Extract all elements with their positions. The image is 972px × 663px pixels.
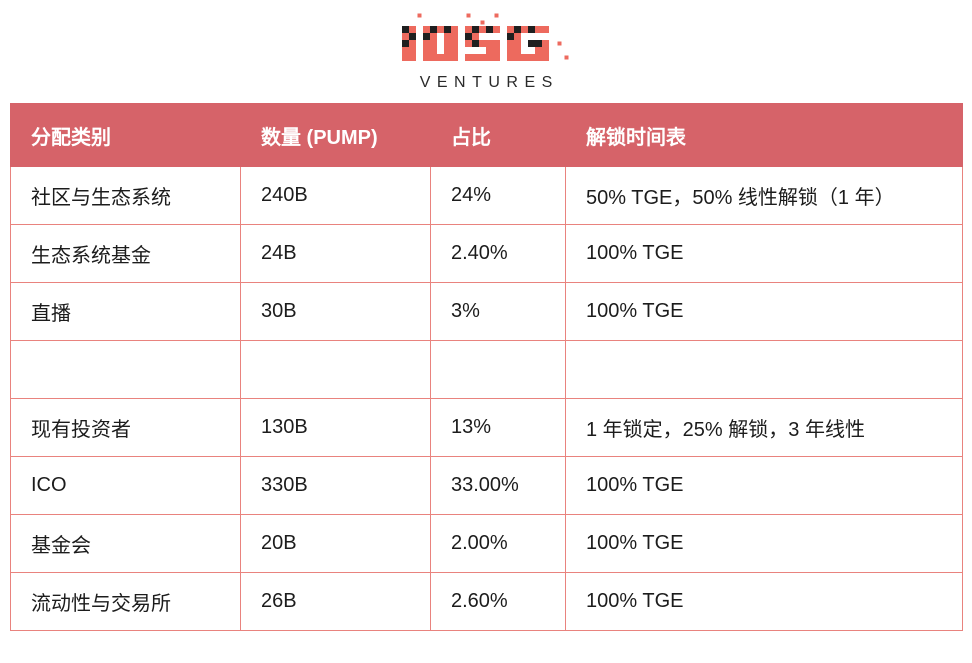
- column-header-3: 解锁时间表: [565, 103, 963, 167]
- table-row-3: [10, 340, 963, 399]
- table-cell: 生态系统基金: [10, 224, 241, 283]
- table-cell: 24%: [430, 166, 566, 225]
- table-cell: 26B: [240, 572, 431, 631]
- table-cell: 100% TGE: [565, 282, 963, 341]
- table-cell: [10, 340, 241, 399]
- table-row-7: 流动性与交易所 26B 2.60% 100% TGE: [10, 572, 963, 631]
- table-row-5: ICO 330B 33.00% 100% TGE: [10, 456, 963, 515]
- table-cell: 1 年锁定，25% 解锁，3 年线性: [565, 398, 963, 457]
- table-cell: 直播: [10, 282, 241, 341]
- table-cell: 30B: [240, 282, 431, 341]
- table-header-row: 分配类别 数量 (PUMP) 占比 解锁时间表: [10, 103, 963, 167]
- column-header-2: 占比: [430, 103, 566, 167]
- table-cell: 240B: [240, 166, 431, 225]
- table-cell: 20B: [240, 514, 431, 573]
- table-cell: [565, 340, 963, 399]
- logo-ventures-text: VENTURES: [419, 74, 559, 91]
- table-cell: 2.60%: [430, 572, 566, 631]
- table-cell: 13%: [430, 398, 566, 457]
- table-cell: 100% TGE: [565, 456, 963, 515]
- table-cell: 2.00%: [430, 514, 566, 573]
- table-row-0: 社区与生态系统 240B 24% 50% TGE，50% 线性解锁（1 年）: [10, 166, 963, 225]
- table-row-6: 基金会 20B 2.00% 100% TGE: [10, 514, 963, 573]
- table-row-2: 直播 30B 3% 100% TGE: [10, 282, 963, 341]
- column-header-1: 数量 (PUMP): [240, 103, 431, 167]
- table-row-1: 生态系统基金 24B 2.40% 100% TGE: [10, 224, 963, 283]
- iosg-logo-pixelart-icon: [402, 13, 569, 61]
- table-row-4: 现有投资者 130B 13% 1 年锁定，25% 解锁，3 年线性: [10, 398, 963, 457]
- table-cell: [430, 340, 566, 399]
- table-cell: 130B: [240, 398, 431, 457]
- table-cell: 社区与生态系统: [10, 166, 241, 225]
- table-cell: 基金会: [10, 514, 241, 573]
- table-cell: 流动性与交易所: [10, 572, 241, 631]
- table-cell: 50% TGE，50% 线性解锁（1 年）: [565, 166, 963, 225]
- table-cell: ICO: [10, 456, 241, 515]
- table-cell: 33.00%: [430, 456, 566, 515]
- allocation-table: 分配类别 数量 (PUMP) 占比 解锁时间表 社区与生态系统 240B 24% 50% T…: [10, 103, 963, 631]
- table-cell: 24B: [240, 224, 431, 283]
- table-cell: 100% TGE: [565, 224, 963, 283]
- table-cell: 330B: [240, 456, 431, 515]
- table-cell: [240, 340, 431, 399]
- table-cell: 现有投资者: [10, 398, 241, 457]
- iosg-logo: VENTURES: [0, 12, 972, 92]
- table-cell: 100% TGE: [565, 514, 963, 573]
- table-cell: 100% TGE: [565, 572, 963, 631]
- table-cell: 2.40%: [430, 224, 566, 283]
- table-cell: 3%: [430, 282, 566, 341]
- column-header-0: 分配类别: [10, 103, 241, 167]
